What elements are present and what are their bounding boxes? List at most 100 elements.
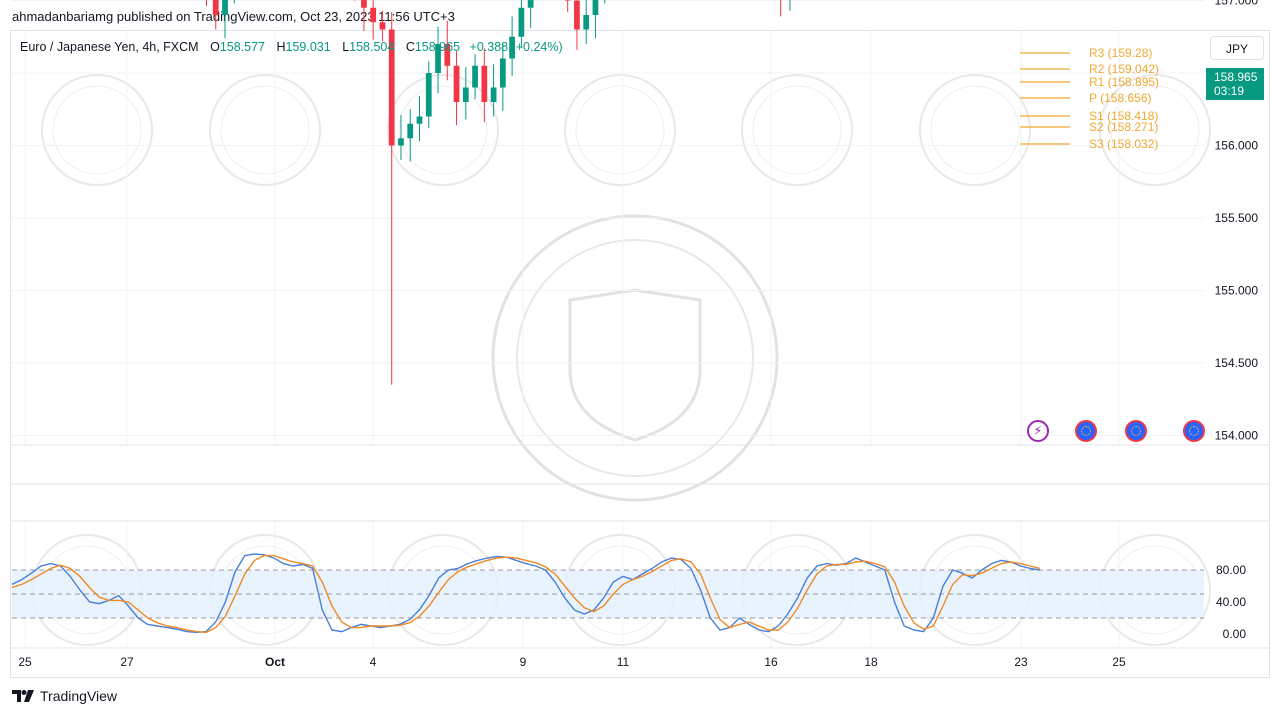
time-tick-label: 23 bbox=[1014, 655, 1028, 669]
watermark-group bbox=[31, 74, 1211, 646]
pivot-label: R3 (159.28) bbox=[1089, 46, 1152, 60]
symbol-name: Euro / Japanese Yen, 4h, FXCM bbox=[20, 40, 199, 54]
watermark-ring bbox=[41, 74, 153, 186]
eu-flag-event-icon[interactable] bbox=[1183, 420, 1205, 442]
stochastic-k-line bbox=[11, 553, 1041, 634]
candle-body bbox=[379, 22, 386, 30]
candle-body bbox=[472, 65, 478, 88]
watermark-inner-ring bbox=[220, 85, 310, 175]
pivot-label: R1 (158.895) bbox=[1089, 75, 1159, 89]
candle-body bbox=[388, 29, 395, 146]
candle-body bbox=[370, 7, 377, 23]
tradingview-logo-icon bbox=[12, 690, 34, 702]
pivot-label: R2 (159.042) bbox=[1089, 62, 1159, 76]
open-label: O bbox=[210, 40, 220, 54]
watermark-shield bbox=[568, 288, 702, 442]
close-value: 158.965 bbox=[414, 40, 461, 54]
candle-body bbox=[462, 87, 469, 102]
watermark-ring bbox=[387, 74, 499, 186]
eu-flag-event-icon[interactable] bbox=[1125, 420, 1147, 442]
time-tick-label: 4 bbox=[370, 655, 377, 669]
change-value: +0.388 (+0.24%) bbox=[469, 40, 563, 54]
candle-body bbox=[222, 0, 228, 15]
candle-body bbox=[592, 0, 599, 15]
candle-body bbox=[564, 0, 571, 1]
time-tick-label: Oct bbox=[265, 655, 285, 669]
time-axis: 25 27 Oct 4 9 11 16 18 23 25 bbox=[18, 655, 1126, 669]
candle-body bbox=[425, 73, 432, 117]
low-label: L bbox=[342, 40, 350, 54]
candle-body bbox=[583, 15, 590, 30]
price-tick-label: 156.000 bbox=[1215, 139, 1259, 153]
currency-button[interactable]: JPY bbox=[1210, 36, 1264, 60]
watermark-big-ring bbox=[491, 214, 779, 502]
watermark-ring bbox=[209, 74, 321, 186]
watermark-inner-ring bbox=[398, 85, 488, 175]
lightning-event-icon[interactable]: ⚡ bbox=[1027, 420, 1049, 442]
time-tick-label: 16 bbox=[764, 655, 778, 669]
watermark-ring bbox=[741, 74, 853, 186]
watermark-ring bbox=[564, 74, 676, 186]
candle-body bbox=[481, 65, 488, 102]
watermark-inner-ring bbox=[1110, 85, 1200, 175]
time-tick-label: 11 bbox=[617, 655, 630, 669]
stochastic-d-line bbox=[11, 554, 1041, 634]
time-tick-label: 9 bbox=[520, 655, 527, 669]
candle-body bbox=[407, 123, 414, 139]
time-tick-label: 25 bbox=[1112, 655, 1126, 669]
price-tick-label: 155.000 bbox=[1215, 284, 1259, 298]
time-tick-label: 25 bbox=[18, 655, 32, 669]
candle-body bbox=[453, 65, 460, 102]
watermark-ring bbox=[919, 74, 1031, 186]
stochastic-pane: 80.00 40.00 0.00 bbox=[11, 553, 1247, 641]
high-value: 159.031 bbox=[285, 40, 331, 54]
candle-body bbox=[509, 36, 515, 59]
pivot-levels: R3 (159.28) R2 (159.042)R1 (158.895) P (15… bbox=[1020, 46, 1159, 151]
candle-body bbox=[499, 58, 506, 88]
symbol-legend: Euro / Japanese Yen, 4h, FXCM O158.577 H… bbox=[20, 40, 563, 54]
candle-series bbox=[205, 0, 791, 385]
bar-countdown: 03:19 bbox=[1214, 84, 1245, 98]
watermark-big-inner-ring bbox=[516, 239, 754, 477]
watermark-ring bbox=[1099, 74, 1211, 186]
candle-body bbox=[574, 0, 580, 30]
open-value: 158.577 bbox=[219, 40, 265, 54]
candle-body bbox=[361, 0, 367, 8]
time-tick-label: 18 bbox=[864, 655, 878, 669]
pivot-label: S3 (158.032) bbox=[1089, 137, 1158, 151]
watermark-inner-ring bbox=[575, 85, 665, 175]
eu-flag-event-icon[interactable] bbox=[1075, 420, 1097, 442]
watermark-inner-ring bbox=[930, 85, 1020, 175]
price-tick-label: 155.500 bbox=[1215, 211, 1259, 225]
last-price: 158.965 bbox=[1214, 70, 1258, 84]
price-tick-label: 154.500 bbox=[1215, 356, 1259, 370]
pivot-label: S1 (158.418) bbox=[1089, 109, 1158, 123]
low-value: 158.504 bbox=[349, 40, 395, 54]
candle-body bbox=[518, 7, 525, 37]
close-label: C bbox=[405, 40, 415, 54]
candle-body bbox=[527, 0, 534, 8]
stochastic-tick-label: 80.00 bbox=[1216, 563, 1246, 577]
footer-brand-text: TradingView bbox=[40, 688, 118, 704]
price-tick-label: 154.000 bbox=[1215, 429, 1259, 443]
pivot-label: P (158.656) bbox=[1089, 91, 1152, 105]
watermark-inner-ring bbox=[52, 85, 142, 175]
stochastic-tick-label: 40.00 bbox=[1216, 595, 1246, 609]
footer-brand[interactable]: TradingView bbox=[12, 688, 117, 704]
last-price-badge: 158.965 03:19 bbox=[1206, 68, 1264, 100]
high-label: H bbox=[276, 40, 286, 54]
price-tick-label: 157.000 bbox=[1215, 0, 1259, 8]
candle-body bbox=[212, 0, 219, 15]
candle-body bbox=[490, 87, 497, 102]
candle-body bbox=[398, 138, 404, 146]
watermark-inner-ring bbox=[752, 85, 842, 175]
candle-body bbox=[416, 116, 423, 124]
stochastic-tick-label: 0.00 bbox=[1223, 627, 1247, 641]
price-axis: 159.000158.500158.000157.500157.000156.5… bbox=[1215, 0, 1259, 443]
chart-frame bbox=[10, 30, 1270, 678]
publish-info: ahmadanbariamg published on TradingView.… bbox=[12, 9, 455, 24]
candle-body bbox=[435, 44, 441, 73]
candle-body bbox=[444, 44, 451, 66]
pivot-label: S2 (158.271) bbox=[1089, 120, 1158, 134]
